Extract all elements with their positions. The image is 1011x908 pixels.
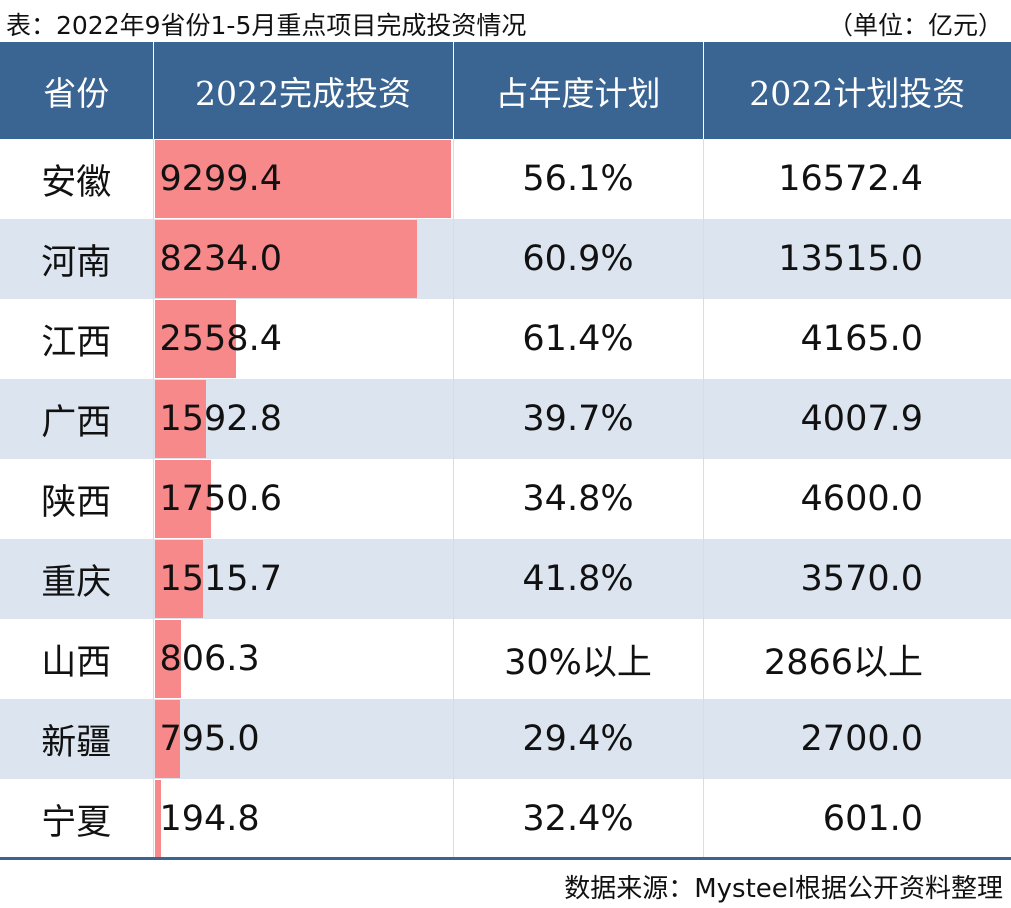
plan-cell: 2700.0: [702, 699, 1011, 779]
province-cell: 山西: [41, 642, 112, 683]
table-row: 陕西 1750.6 34.8% 4600.0: [0, 459, 1011, 539]
header-plan: 2022计划投资: [702, 42, 1011, 139]
unit-label: （单位：亿元）: [827, 11, 1003, 40]
invest-cell: 806.3: [152, 619, 453, 699]
header-province: 省份: [0, 42, 153, 139]
table-row: 重庆 1515.7 41.8% 3570.0: [0, 539, 1011, 619]
plan-cell: 3570.0: [702, 539, 1011, 619]
share-cell: 56.1%: [452, 139, 703, 219]
invest-bar: [154, 540, 203, 618]
share-cell: 39.7%: [452, 379, 703, 459]
table-title: 表：2022年9省份1-5月重点项目完成投资情况: [6, 11, 527, 40]
invest-value: 1515.7: [159, 559, 282, 599]
invest-bar: [154, 780, 161, 858]
invest-cell: 1515.7: [152, 539, 453, 619]
plan-cell: 601.0: [702, 779, 1011, 859]
table-row: 新疆 795.0 29.4% 2700.0: [0, 699, 1011, 779]
share-cell: 29.4%: [452, 699, 703, 779]
invest-bar: [154, 300, 236, 378]
invest-value: 806.3: [159, 639, 260, 679]
table-row: 安徽 9299.4 56.1% 16572.4: [0, 139, 1011, 219]
plan-cell: 13515.0: [702, 219, 1011, 299]
invest-cell: 2558.4: [152, 299, 453, 379]
invest-value: 1750.6: [159, 479, 282, 519]
invest-cell: 1750.6: [152, 459, 453, 539]
source-note: 数据来源：Mysteel根据公开资料整理: [564, 874, 1003, 904]
invest-bar: [154, 220, 417, 298]
share-cell: 32.4%: [452, 779, 703, 859]
table-row: 江西 2558.4 61.4% 4165.0: [0, 299, 1011, 379]
table-row: 河南 8234.0 60.9% 13515.0: [0, 219, 1011, 299]
province-cell: 新疆: [0, 699, 153, 779]
invest-cell: 1592.8: [152, 379, 453, 459]
plan-cell: 4007.9: [702, 379, 1011, 459]
invest-value: 8234.0: [159, 239, 282, 279]
invest-bar: [154, 620, 181, 698]
province-cell: 宁夏: [41, 802, 112, 843]
title-row: 表：2022年9省份1-5月重点项目完成投资情况 （单位：亿元）: [0, 0, 1011, 42]
plan-cell: 4600.0: [702, 459, 1011, 539]
share-cell: 41.8%: [452, 539, 703, 619]
province-cell: 广西: [0, 379, 153, 459]
plan-cell: 16572.4: [702, 139, 1011, 219]
table-row: 宁夏 194.8 32.4% 601.0: [0, 779, 1011, 859]
invest-value: 2558.4: [159, 319, 282, 359]
invest-cell: 8234.0: [152, 219, 453, 299]
table-row: 山西 806.3 30%以上 2866以上: [0, 619, 1011, 699]
share-cell: 61.4%: [452, 299, 703, 379]
province-cell: 陕西: [41, 482, 112, 523]
table-body: 安徽 9299.4 56.1% 16572.4 河南 8234.0 60.9% 13515.0…: [0, 139, 1011, 859]
invest-cell: 795.0: [152, 699, 453, 779]
plan-cell: 4165.0: [702, 299, 1011, 379]
share-cell: 30%以上: [452, 619, 703, 699]
bottom-rule: [0, 857, 1011, 860]
invest-value: 795.0: [159, 719, 260, 759]
invest-bar: [154, 140, 451, 218]
invest-value: 9299.4: [159, 159, 282, 199]
province-cell: 重庆: [0, 539, 153, 619]
header-share: 占年度计划: [452, 42, 703, 139]
invest-cell: 194.8: [152, 779, 453, 859]
header-invest: 2022完成投资: [152, 42, 453, 139]
header-row: 省份 2022完成投资 占年度计划 2022计划投资: [0, 42, 1011, 139]
plan-cell: 2866以上: [702, 619, 1011, 699]
province-cell: 河南: [0, 219, 153, 299]
province-cell: 江西: [41, 322, 112, 363]
invest-bar: [154, 460, 211, 538]
invest-bar: [154, 700, 180, 778]
investment-table: 省份 2022完成投资 占年度计划 2022计划投资 安徽 9299.4 56.1%…: [0, 42, 1011, 859]
share-cell: 34.8%: [452, 459, 703, 539]
invest-cell: 9299.4: [152, 139, 453, 219]
invest-value: 1592.8: [159, 399, 282, 439]
share-cell: 60.9%: [452, 219, 703, 299]
invest-value: 194.8: [159, 799, 260, 839]
province-cell: 安徽: [41, 162, 112, 203]
invest-bar: [154, 380, 206, 458]
table-row: 广西 1592.8 39.7% 4007.9: [0, 379, 1011, 459]
